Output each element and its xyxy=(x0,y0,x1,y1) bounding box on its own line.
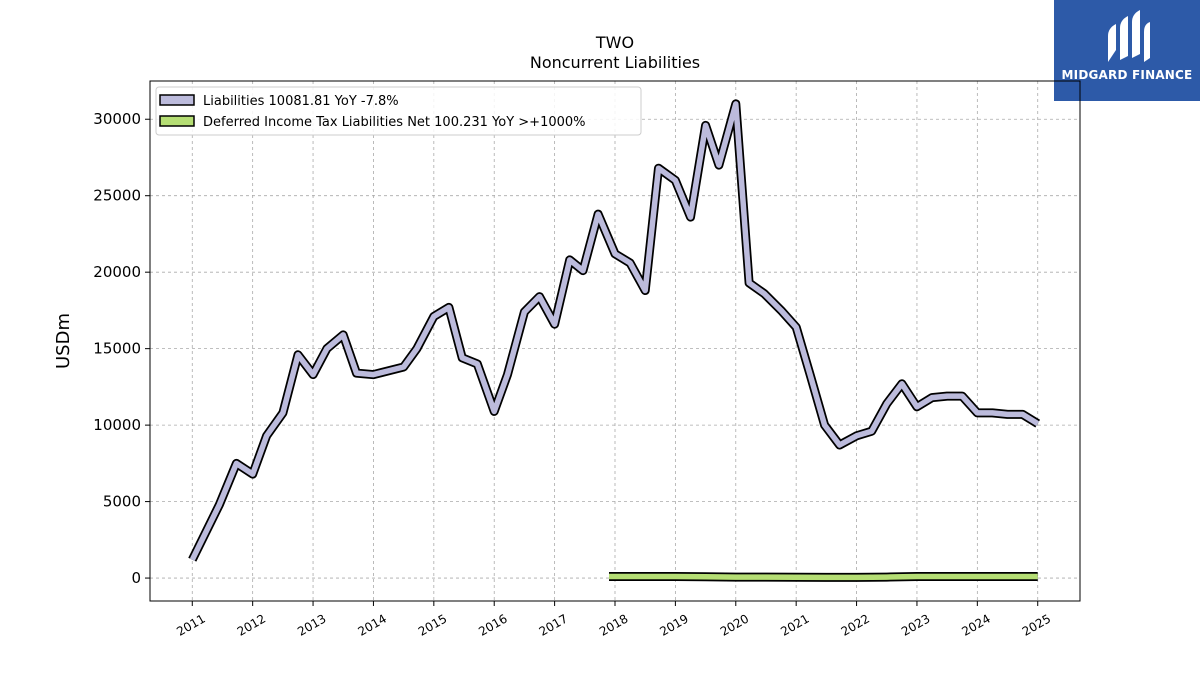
chart-subtitle: Noncurrent Liabilities xyxy=(529,53,701,72)
x-tick-label: 2012 xyxy=(235,611,268,638)
legend-label-1: Liabilities 10081.81 YoY -7.8% xyxy=(203,94,399,109)
x-tick-label: 2011 xyxy=(174,611,207,638)
x-tick-label: 2022 xyxy=(839,611,872,638)
y-axis-label: USDm xyxy=(53,313,74,369)
x-tick-label: 2020 xyxy=(718,611,751,638)
x-tick-label: 2014 xyxy=(355,611,388,638)
x-tick-label: 2021 xyxy=(778,611,811,638)
x-tick-label: 2013 xyxy=(295,611,328,638)
logo-text: MIDGARD FINANCE xyxy=(1061,68,1193,82)
y-tick-label: 30000 xyxy=(93,110,141,128)
midgard-finance-logo: MIDGARD FINANCE xyxy=(1054,0,1200,101)
chart-title: TWO xyxy=(595,33,635,52)
y-tick-label: 10000 xyxy=(93,416,141,434)
midgard-logo-icon xyxy=(1108,10,1150,62)
y-tick-label: 25000 xyxy=(93,187,141,205)
x-tick-label: 2017 xyxy=(537,611,570,638)
x-tick-label: 2018 xyxy=(597,611,630,638)
legend-swatch-1 xyxy=(159,94,195,106)
legend-swatch-2 xyxy=(159,115,195,127)
series-1-line xyxy=(189,101,1040,561)
y-tick-label: 5000 xyxy=(103,493,141,511)
x-tick-label: 2019 xyxy=(657,611,690,638)
legend-box xyxy=(155,86,642,136)
x-tick-label: 2016 xyxy=(476,611,509,638)
series-2-line xyxy=(609,573,1038,581)
y-tick-label: 0 xyxy=(131,569,141,587)
legend-label-2: Deferred Income Tax Liabilities Net 100.… xyxy=(203,115,586,130)
y-tick-label: 20000 xyxy=(93,263,141,281)
y-tick-label: 15000 xyxy=(93,340,141,358)
x-tick-label: 2024 xyxy=(959,611,992,638)
x-tick-label: 2015 xyxy=(416,611,449,638)
x-tick-label: 2025 xyxy=(1020,611,1053,638)
x-tick-label: 2023 xyxy=(899,611,932,638)
